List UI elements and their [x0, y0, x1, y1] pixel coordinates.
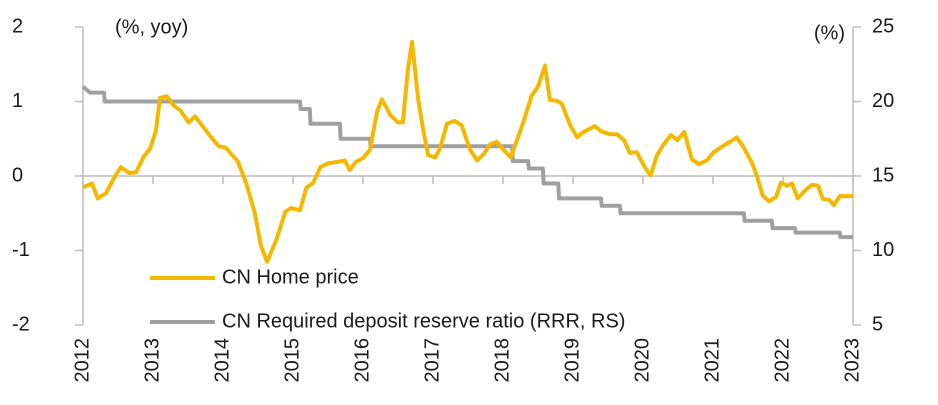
- x-tick-label: 2012: [71, 338, 93, 383]
- legend-label: CN Home price: [222, 266, 359, 288]
- x-tick-label: 2020: [631, 338, 653, 383]
- x-tick-label: 2016: [351, 338, 373, 383]
- x-tick-label: 2022: [771, 338, 793, 383]
- y-tick-label: -2: [12, 313, 30, 335]
- y2-tick-label: 5: [872, 313, 883, 335]
- y2-tick-label: 10: [872, 239, 894, 261]
- y-tick-label: 0: [12, 164, 23, 186]
- left-axis-unit: (%, yoy): [115, 16, 188, 38]
- legend-label: CN Required deposit reserve ratio (RRR, …: [222, 310, 625, 332]
- x-tick-label: 2013: [141, 338, 163, 383]
- y2-tick-label: 20: [872, 90, 894, 112]
- x-tick-label: 2015: [281, 338, 303, 383]
- right-axis-unit: (%): [814, 22, 845, 44]
- x-tick-label: 2014: [211, 338, 233, 383]
- x-tick-label: 2018: [491, 338, 513, 383]
- y-tick-label: 2: [12, 15, 23, 37]
- y-tick-label: -1: [12, 239, 30, 261]
- y2-tick-label: 15: [872, 164, 894, 186]
- series-line: [81, 85, 853, 240]
- x-tick-label: 2021: [701, 338, 723, 383]
- y-tick-label: 1: [12, 90, 23, 112]
- x-tick-label: 2019: [561, 338, 583, 383]
- x-tick-label: 2023: [841, 338, 863, 383]
- x-tick-label: 2017: [421, 338, 443, 383]
- y2-tick-label: 25: [872, 15, 894, 37]
- series-line: [82, 39, 853, 264]
